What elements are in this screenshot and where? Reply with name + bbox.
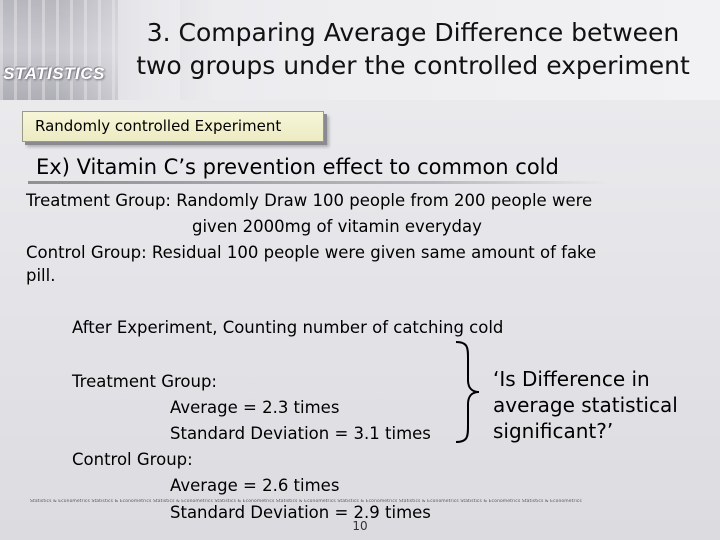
- section-tab-label: Randomly controlled Experiment: [35, 117, 282, 135]
- example-heading: Ex) Vitamin C’s prevention effect to com…: [36, 155, 559, 179]
- slide-title: 3. Comparing Average Difference between …: [118, 16, 708, 82]
- treatment-group-label: Treatment Group:: [72, 372, 217, 391]
- header-fade: [60, 0, 180, 100]
- treatment-average: Average = 2.3 times: [170, 398, 340, 417]
- control-description-line-2: pill.: [26, 266, 56, 285]
- brand-label: STATISTICS: [3, 64, 105, 83]
- page-number: 10: [352, 519, 368, 533]
- treatment-description-line-2: given 2000mg of vitamin everyday: [192, 217, 482, 236]
- control-description-line-1: Control Group: Residual 100 people were …: [26, 243, 597, 262]
- section-tab: Randomly controlled Experiment: [22, 111, 324, 142]
- slide-title-line-2: two groups under the controlled experime…: [136, 51, 690, 80]
- footer-strip: Statistics & Econometrics Statistics & E…: [30, 499, 582, 504]
- example-underline: [28, 181, 608, 184]
- control-standard-deviation: Standard Deviation = 2.9 times: [170, 503, 431, 522]
- control-average: Average = 2.6 times: [170, 476, 340, 495]
- right-brace-icon: [455, 341, 480, 443]
- control-group-label: Control Group:: [72, 450, 193, 469]
- question-text: ‘Is Difference in average statistical si…: [493, 367, 678, 443]
- after-experiment-text: After Experiment, Counting number of cat…: [72, 318, 504, 337]
- slide-title-line-1: 3. Comparing Average Difference between: [146, 18, 680, 47]
- treatment-standard-deviation: Standard Deviation = 3.1 times: [170, 424, 431, 443]
- treatment-description-line-1: Treatment Group: Randomly Draw 100 peopl…: [26, 191, 593, 210]
